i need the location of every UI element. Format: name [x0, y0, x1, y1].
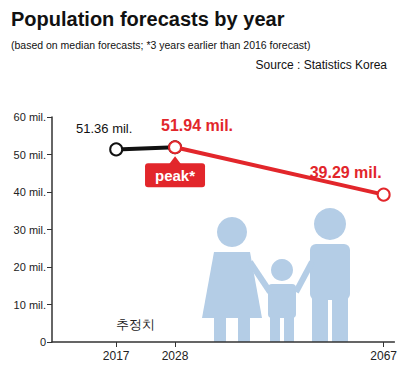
svg-text:39.29 mil.: 39.29 mil. [310, 164, 382, 181]
svg-text:51.94 mil.: 51.94 mil. [161, 117, 233, 134]
svg-text:peak*: peak* [155, 167, 195, 184]
svg-text:20 mil.: 20 mil. [14, 261, 46, 273]
svg-text:51.36 mil.: 51.36 mil. [76, 121, 132, 136]
svg-text:40 mil.: 40 mil. [14, 186, 46, 198]
svg-text:추정치: 추정치 [116, 317, 155, 332]
svg-text:Source : Statistics Korea: Source : Statistics Korea [256, 58, 388, 72]
svg-text:30 mil.: 30 mil. [14, 224, 46, 236]
svg-text:60 mil.: 60 mil. [14, 111, 46, 123]
svg-text:50 mil.: 50 mil. [14, 149, 46, 161]
svg-text:0: 0 [40, 336, 46, 348]
svg-text:2028: 2028 [162, 349, 189, 363]
svg-text:2067: 2067 [370, 349, 397, 363]
svg-text:2017: 2017 [103, 349, 130, 363]
svg-text:(based on median forecasts; *3: (based on median forecasts; *3 years ear… [11, 39, 310, 51]
svg-text:10 mil.: 10 mil. [14, 299, 46, 311]
svg-text:Population forecasts by year: Population forecasts by year [11, 8, 285, 30]
